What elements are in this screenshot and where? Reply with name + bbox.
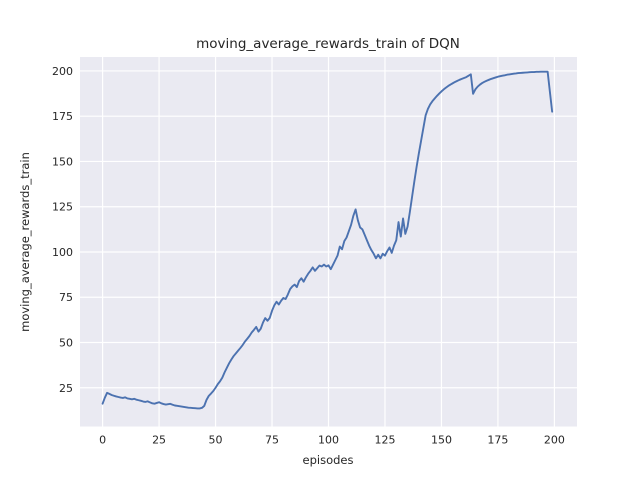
x-tick-label: 75 [265,434,279,447]
y-tick-label: 50 [59,336,73,349]
x-tick-label: 175 [487,434,508,447]
x-tick-label: 100 [318,434,339,447]
y-tick-label: 75 [59,291,73,304]
chart-title: moving_average_rewards_train of DQN [196,36,460,52]
y-tick-label: 25 [59,382,73,395]
x-tick-label: 125 [374,434,395,447]
x-tick-label: 200 [544,434,565,447]
y-tick-label: 150 [52,155,73,168]
y-axis-label: moving_average_rewards_train [18,152,32,332]
y-tick-label: 100 [52,246,73,259]
y-tick-label: 175 [52,110,73,123]
y-tick-label: 125 [52,201,73,214]
data-line-moving_average_rewards_train [101,70,554,410]
x-axis-label: episodes [303,453,354,467]
x-tick-label: 150 [431,434,452,447]
x-tick-label: 0 [99,434,106,447]
y-tick-label: 200 [52,65,73,78]
x-tick-label: 50 [209,434,223,447]
plot-area [80,57,577,427]
x-tick-label: 25 [152,434,166,447]
tick-labels: 0 25 50 75 100 125 150 175 200 25 50 75 100 125 150 175… [52,65,565,447]
